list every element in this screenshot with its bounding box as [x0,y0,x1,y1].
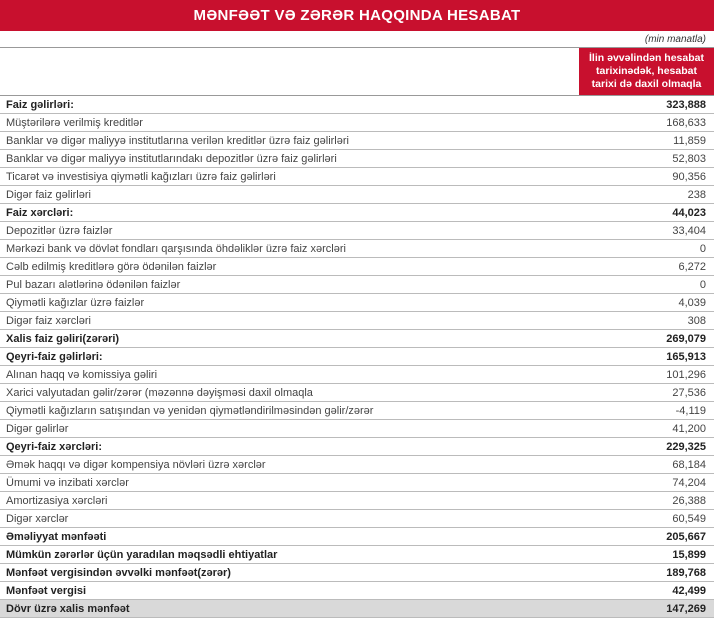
row-value: 6,272 [579,259,714,275]
data-row: Cəlb edilmiş kreditlərə görə ödənilən fa… [0,258,714,276]
row-value: 147,269 [579,601,714,617]
rows-container: Faiz gəlirləri:323,888Müştərilərə verilm… [0,96,714,618]
data-row: Banklar və digər maliyyə institutlarına … [0,132,714,150]
data-row: Faiz gəlirləri:323,888 [0,96,714,114]
row-label: Mümkün zərərlər üçün yaradılan məqsədli … [0,547,579,563]
row-label: Faiz xərcləri: [0,205,579,221]
data-row: Mənfəət vergisi42,499 [0,582,714,600]
row-label: Xalis faiz gəliri(zərəri) [0,331,579,347]
row-label: Digər faiz xərcləri [0,313,579,329]
row-value: 238 [579,187,714,203]
row-value: 229,325 [579,439,714,455]
row-value: -4,119 [579,403,714,419]
row-label: Mənfəət vergisi [0,583,579,599]
data-row: Alınan haqq və komissiya gəliri101,296 [0,366,714,384]
column-header: İlin əvvəlindən hesabat tarixinədək, hes… [579,48,714,95]
row-label: Digər gəlirlər [0,421,579,437]
row-label: Əmək haqqı və digər kompensiya növləri ü… [0,457,579,473]
row-value: 42,499 [579,583,714,599]
row-label: Qiymətli kağızlar üzrə faizlər [0,295,579,311]
row-value: 26,388 [579,493,714,509]
row-value: 323,888 [579,97,714,113]
row-label: Qeyri-faiz xərcləri: [0,439,579,455]
data-row: Qiymətli kağızların satışından və yenidə… [0,402,714,420]
data-row: Xalis faiz gəliri(zərəri)269,079 [0,330,714,348]
row-value: 269,079 [579,331,714,347]
row-value: 27,536 [579,385,714,401]
row-label: Banklar və digər maliyyə institutlarında… [0,151,579,167]
row-value: 52,803 [579,151,714,167]
data-row: Mənfəət vergisindən əvvəlki mənfəət(zərə… [0,564,714,582]
unit-note: (min manatla) [0,31,714,48]
row-value: 4,039 [579,295,714,311]
row-label: Digər xərclər [0,511,579,527]
row-label: Xarici valyutadan gəlir/zərər (məzənnə d… [0,385,579,401]
row-value: 90,356 [579,169,714,185]
data-row: Mümkün zərərlər üçün yaradılan məqsədli … [0,546,714,564]
column-header-spacer [0,48,579,95]
row-value: 11,859 [579,133,714,149]
row-value: 308 [579,313,714,329]
row-value: 44,023 [579,205,714,221]
row-label: Mənfəət vergisindən əvvəlki mənfəət(zərə… [0,565,579,581]
row-label: Ticarət və investisiya qiymətli kağızlar… [0,169,579,185]
row-label: Banklar və digər maliyyə institutlarına … [0,133,579,149]
row-label: Qiymətli kağızların satışından və yenidə… [0,403,579,419]
data-row: Ümumi və inzibati xərclər74,204 [0,474,714,492]
row-value: 0 [579,241,714,257]
row-label: Faiz gəlirləri: [0,97,579,113]
data-row: Ticarət və investisiya qiymətli kağızlar… [0,168,714,186]
row-value: 101,296 [579,367,714,383]
data-row: Qeyri-faiz gəlirləri:165,913 [0,348,714,366]
row-value: 165,913 [579,349,714,365]
row-label: Ümumi və inzibati xərclər [0,475,579,491]
row-label: Əməliyyat mənfəəti [0,529,579,545]
data-row: Digər faiz xərcləri308 [0,312,714,330]
row-label: Cəlb edilmiş kreditlərə görə ödənilən fa… [0,259,579,275]
row-label: Alınan haqq və komissiya gəliri [0,367,579,383]
row-label: Mərkəzi bank və dövlət fondları qarşısın… [0,241,579,257]
data-row: Mərkəzi bank və dövlət fondları qarşısın… [0,240,714,258]
data-row: Pul bazarı alətlərinə ödənilən faizlər0 [0,276,714,294]
column-header-row: İlin əvvəlindən hesabat tarixinədək, hes… [0,48,714,96]
row-value: 189,768 [579,565,714,581]
data-row: Qiymətli kağızlar üzrə faizlər4,039 [0,294,714,312]
data-row: Digər xərclər60,549 [0,510,714,528]
row-value: 41,200 [579,421,714,437]
data-row: Banklar və digər maliyyə institutlarında… [0,150,714,168]
data-row: Qeyri-faiz xərcləri:229,325 [0,438,714,456]
data-row: Digər faiz gəlirləri238 [0,186,714,204]
row-label: Digər faiz gəlirləri [0,187,579,203]
data-row: Amortizasiya xərcləri26,388 [0,492,714,510]
row-label: Dövr üzrə xalis mənfəət [0,601,579,617]
row-value: 15,899 [579,547,714,563]
data-row: Əməliyyat mənfəəti205,667 [0,528,714,546]
row-value: 0 [579,277,714,293]
data-row: Müştərilərə verilmiş kreditlər168,633 [0,114,714,132]
row-label: Amortizasiya xərcləri [0,493,579,509]
data-row: Əmək haqqı və digər kompensiya növləri ü… [0,456,714,474]
report-title: MƏNFƏƏT VƏ ZƏRƏR HAQQINDA HESABAT [0,0,714,31]
row-label: Pul bazarı alətlərinə ödənilən faizlər [0,277,579,293]
row-value: 205,667 [579,529,714,545]
data-row: Xarici valyutadan gəlir/zərər (məzənnə d… [0,384,714,402]
data-row: Depozitlər üzrə faizlər33,404 [0,222,714,240]
data-row: Faiz xərcləri:44,023 [0,204,714,222]
row-label: Qeyri-faiz gəlirləri: [0,349,579,365]
row-value: 60,549 [579,511,714,527]
row-value: 168,633 [579,115,714,131]
row-label: Müştərilərə verilmiş kreditlər [0,115,579,131]
row-value: 68,184 [579,457,714,473]
row-label: Depozitlər üzrə faizlər [0,223,579,239]
data-row: Digər gəlirlər41,200 [0,420,714,438]
row-value: 33,404 [579,223,714,239]
data-row: Dövr üzrə xalis mənfəət147,269 [0,600,714,618]
row-value: 74,204 [579,475,714,491]
